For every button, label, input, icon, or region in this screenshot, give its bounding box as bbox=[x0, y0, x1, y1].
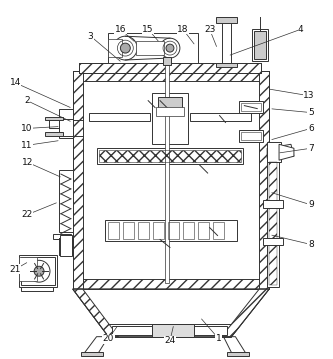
Bar bbox=[267, 160, 279, 287]
Bar bbox=[109, 324, 231, 337]
Bar bbox=[19, 257, 37, 281]
Bar bbox=[79, 63, 261, 73]
Text: 2: 2 bbox=[24, 96, 30, 105]
Bar bbox=[49, 121, 59, 129]
Bar bbox=[73, 71, 83, 289]
Bar bbox=[263, 200, 283, 208]
Bar bbox=[152, 93, 188, 144]
Text: 5: 5 bbox=[308, 108, 314, 117]
Bar bbox=[267, 142, 281, 162]
Bar bbox=[241, 103, 261, 111]
Text: 15: 15 bbox=[143, 25, 154, 34]
Bar bbox=[81, 351, 103, 355]
Polygon shape bbox=[221, 289, 269, 337]
Bar bbox=[152, 324, 194, 337]
Bar bbox=[89, 113, 150, 121]
Bar bbox=[59, 118, 73, 136]
Bar bbox=[221, 19, 231, 65]
Bar bbox=[198, 222, 209, 239]
Text: 18: 18 bbox=[177, 25, 188, 34]
Circle shape bbox=[121, 43, 130, 53]
Bar bbox=[215, 17, 237, 23]
Bar bbox=[227, 351, 249, 355]
Bar bbox=[215, 63, 237, 67]
Bar bbox=[21, 287, 53, 291]
Bar bbox=[73, 71, 269, 289]
Bar bbox=[136, 41, 164, 55]
Bar bbox=[269, 162, 277, 285]
Bar bbox=[254, 31, 266, 59]
Bar bbox=[212, 222, 223, 239]
Circle shape bbox=[114, 36, 137, 60]
Bar bbox=[259, 71, 269, 289]
Bar bbox=[165, 65, 169, 283]
Bar bbox=[73, 71, 269, 81]
Text: 3: 3 bbox=[88, 32, 94, 41]
Bar bbox=[239, 130, 263, 142]
Bar bbox=[97, 148, 243, 164]
Bar bbox=[73, 279, 269, 289]
Bar bbox=[138, 222, 149, 239]
Text: 21: 21 bbox=[10, 265, 21, 274]
Bar bbox=[60, 234, 72, 256]
Circle shape bbox=[166, 44, 174, 52]
Text: 1: 1 bbox=[216, 334, 221, 343]
Text: 8: 8 bbox=[308, 240, 314, 249]
Text: 9: 9 bbox=[308, 200, 314, 209]
Polygon shape bbox=[279, 144, 294, 160]
Bar bbox=[45, 132, 63, 136]
Bar bbox=[45, 117, 63, 121]
Bar bbox=[99, 150, 241, 162]
Text: 16: 16 bbox=[115, 25, 126, 34]
Polygon shape bbox=[73, 289, 269, 337]
Bar bbox=[156, 107, 184, 116]
Bar bbox=[158, 97, 182, 108]
Text: 10: 10 bbox=[21, 124, 33, 133]
Text: 23: 23 bbox=[204, 25, 215, 34]
Polygon shape bbox=[85, 337, 109, 353]
Bar bbox=[252, 29, 268, 61]
Circle shape bbox=[28, 260, 50, 282]
Bar bbox=[263, 238, 283, 246]
Text: 6: 6 bbox=[308, 124, 314, 133]
Bar bbox=[183, 222, 194, 239]
Bar bbox=[53, 234, 71, 238]
Bar bbox=[109, 39, 122, 57]
Text: 14: 14 bbox=[10, 78, 21, 87]
Bar bbox=[241, 132, 261, 140]
Polygon shape bbox=[223, 337, 245, 353]
Text: 11: 11 bbox=[21, 141, 33, 150]
Bar bbox=[153, 222, 164, 239]
Polygon shape bbox=[73, 289, 119, 337]
Text: 4: 4 bbox=[298, 25, 304, 34]
Bar bbox=[163, 57, 171, 65]
Text: 20: 20 bbox=[103, 334, 114, 343]
Text: 24: 24 bbox=[165, 336, 175, 345]
Bar bbox=[109, 222, 120, 239]
Bar bbox=[21, 257, 55, 285]
Bar bbox=[190, 113, 251, 121]
Circle shape bbox=[160, 38, 180, 58]
Text: 13: 13 bbox=[303, 91, 315, 100]
Bar bbox=[109, 33, 198, 63]
Text: 22: 22 bbox=[22, 210, 33, 219]
Bar bbox=[239, 101, 263, 113]
Bar bbox=[105, 220, 237, 242]
Bar bbox=[59, 108, 73, 138]
Bar bbox=[79, 63, 261, 73]
Bar bbox=[59, 170, 73, 232]
Text: 12: 12 bbox=[22, 158, 33, 167]
Bar bbox=[19, 255, 57, 287]
Bar bbox=[168, 222, 179, 239]
Bar bbox=[113, 326, 227, 335]
Polygon shape bbox=[267, 144, 294, 158]
Text: 7: 7 bbox=[308, 144, 314, 153]
Circle shape bbox=[34, 266, 44, 276]
Bar bbox=[123, 222, 134, 239]
